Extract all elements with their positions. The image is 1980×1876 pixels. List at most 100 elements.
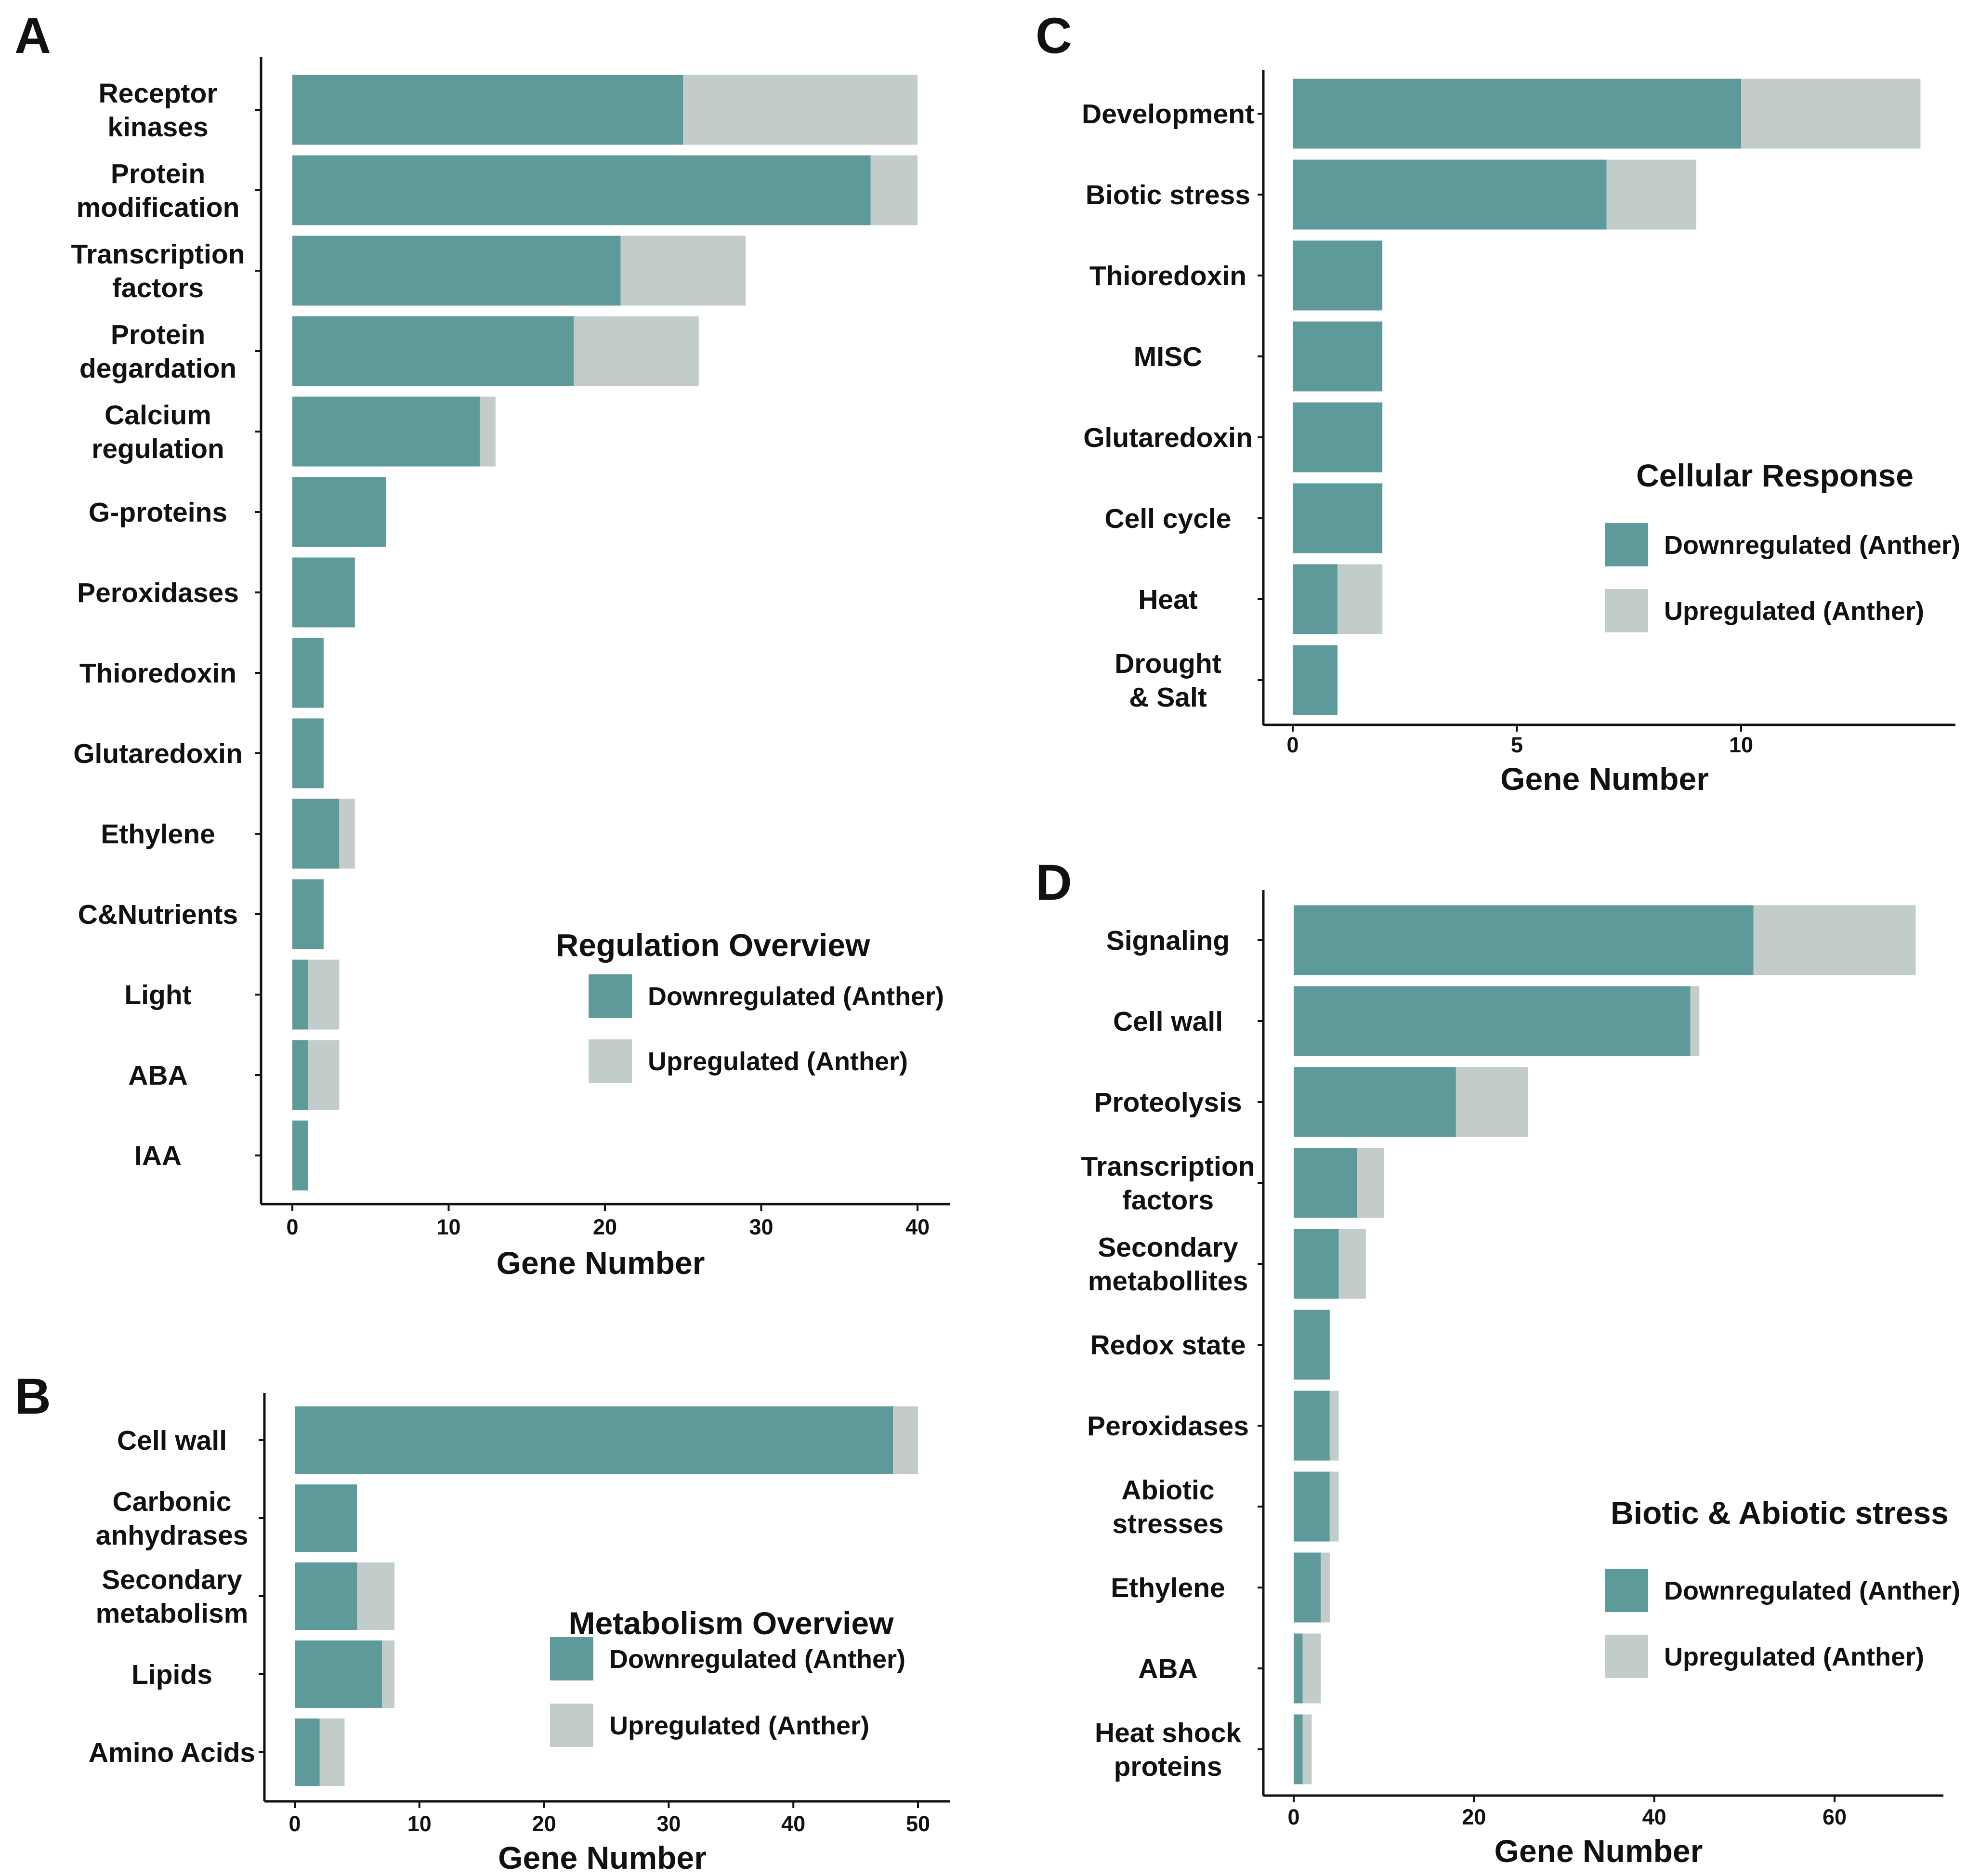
legend: Biotic & Abiotic stress Downregulated (An…	[1605, 1495, 1960, 1678]
x-tick-label: 20	[532, 1811, 556, 1836]
x-axis-label: Gene Number	[498, 1840, 707, 1876]
panel-letter: C	[1036, 8, 1072, 64]
legend-swatch-upregulated	[1605, 1635, 1648, 1678]
category-label: Drought & Salt	[1115, 648, 1221, 713]
bar-upregulated	[1321, 1552, 1330, 1623]
bar-downregulated	[1294, 1471, 1330, 1542]
legend: Metabolism Overview Downregulated (Anther…	[550, 1605, 905, 1747]
legend-label: Downregulated (Anther)	[609, 1645, 905, 1674]
bar-downregulated	[1293, 159, 1607, 230]
bar-downregulated	[1293, 564, 1338, 634]
x-tick-label: 30	[749, 1215, 773, 1239]
bar-downregulated	[1293, 645, 1338, 715]
x-tick-label: 10	[407, 1811, 432, 1836]
category-label: Abiotic stresses	[1112, 1475, 1223, 1539]
bar-upregulated	[308, 1040, 340, 1110]
category-label: Biotic stress	[1086, 180, 1250, 210]
bar-upregulated	[1337, 564, 1383, 634]
bar-downregulated	[295, 1406, 893, 1474]
panel-letter: D	[1036, 854, 1072, 911]
category-label: Cell wall	[117, 1425, 227, 1456]
legend-swatch-downregulated	[550, 1637, 593, 1680]
bar-downregulated	[1294, 1229, 1339, 1299]
x-tick-label: 50	[906, 1811, 930, 1836]
x-tick-label: 40	[1642, 1805, 1666, 1829]
category-label: Thioredoxin	[1089, 261, 1246, 291]
legend-swatch-downregulated	[1605, 1569, 1648, 1612]
legend-label: Upregulated (Anther)	[1664, 597, 1924, 626]
category-label: Light	[124, 980, 191, 1010]
bar-downregulated	[295, 1562, 357, 1630]
bar-upregulated	[339, 799, 355, 869]
legend-swatch-downregulated	[1605, 523, 1648, 566]
bar-upregulated	[1302, 1714, 1312, 1784]
legend: Cellular Response Downregulated (Anther) U…	[1605, 458, 1960, 632]
bar-upregulated	[357, 1562, 395, 1630]
category-label: Protein degardation	[79, 319, 236, 384]
legend-swatch-upregulated	[589, 1039, 632, 1083]
bar-downregulated	[1293, 321, 1383, 392]
x-tick-label: 60	[1823, 1805, 1847, 1829]
x-tick-label: 0	[288, 1811, 301, 1836]
category-label: Redox state	[1090, 1330, 1246, 1361]
legend-title: Regulation Overview	[556, 927, 871, 963]
bar-downregulated	[1294, 1552, 1321, 1623]
bar-downregulated	[1294, 905, 1754, 975]
category-label: Ethylene	[1111, 1573, 1225, 1603]
bar-downregulated	[292, 557, 355, 628]
bar-downregulated	[1293, 240, 1383, 311]
x-tick-label: 0	[286, 1215, 298, 1239]
legend-label: Upregulated (Anther)	[648, 1047, 908, 1076]
x-tick-label: 0	[1287, 1805, 1299, 1829]
bar-downregulated	[1294, 1633, 1303, 1704]
category-label: Peroxidases	[77, 577, 239, 608]
category-label: G-proteins	[89, 497, 227, 528]
category-label: Heat shock proteins	[1095, 1718, 1241, 1782]
panel-d: D Signaling Cell wall Proteolysis Transcript…	[1036, 854, 1960, 1869]
bar-upregulated	[1338, 1229, 1366, 1299]
bar-upregulated	[382, 1640, 395, 1708]
category-label: Cell wall	[1113, 1006, 1223, 1037]
bar-downregulated	[292, 236, 621, 306]
legend-title: Cellular Response	[1636, 458, 1914, 493]
category-label: Protein modification	[77, 158, 240, 223]
bar-upregulated	[308, 959, 340, 1030]
bar-downregulated	[292, 638, 324, 708]
bar-downregulated	[292, 75, 683, 145]
bar-downregulated	[295, 1719, 320, 1786]
bar-upregulated	[1606, 159, 1696, 230]
category-label: Proteolysis	[1094, 1087, 1242, 1118]
legend-label: Upregulated (Anther)	[1664, 1642, 1924, 1671]
category-label: Lipids	[131, 1659, 212, 1690]
legend-swatch-upregulated	[550, 1704, 593, 1747]
bar-downregulated	[1294, 1391, 1330, 1461]
bar-upregulated	[1455, 1067, 1528, 1137]
category-label: Glutaredoxin	[1083, 422, 1253, 453]
x-tick-label: 20	[593, 1215, 617, 1239]
category-label: IAA	[134, 1141, 182, 1171]
bar-upregulated	[1741, 79, 1921, 149]
category-label: Signaling	[1106, 925, 1230, 956]
category-label: Glutaredoxin	[73, 738, 243, 769]
panel-letter: B	[14, 1368, 51, 1425]
bar-upregulated	[480, 396, 496, 467]
bar-downregulated	[292, 959, 308, 1030]
x-tick-label: 40	[905, 1215, 930, 1239]
bar-downregulated	[292, 1120, 308, 1191]
category-label: Peroxidases	[1087, 1411, 1249, 1442]
panel-c: C Development Biotic stress Thioredoxin MISC…	[1036, 8, 1960, 797]
bar-downregulated	[1294, 1714, 1303, 1784]
x-tick-label: 20	[1462, 1805, 1486, 1829]
category-label: Transcription factors	[71, 239, 245, 303]
bar-downregulated	[1293, 483, 1383, 553]
bar-downregulated	[1294, 986, 1691, 1056]
category-label: MISC	[1134, 341, 1203, 372]
bar-downregulated	[1293, 79, 1741, 149]
bar-upregulated	[1753, 905, 1916, 975]
legend-label: Downregulated (Anther)	[1664, 1576, 1960, 1605]
x-tick-label: 5	[1511, 733, 1523, 757]
category-label: Development	[1082, 99, 1254, 130]
category-label: Secondary metabollites	[1088, 1232, 1248, 1297]
bar-upregulated	[893, 1406, 918, 1474]
bar-upregulated	[1357, 1148, 1384, 1218]
